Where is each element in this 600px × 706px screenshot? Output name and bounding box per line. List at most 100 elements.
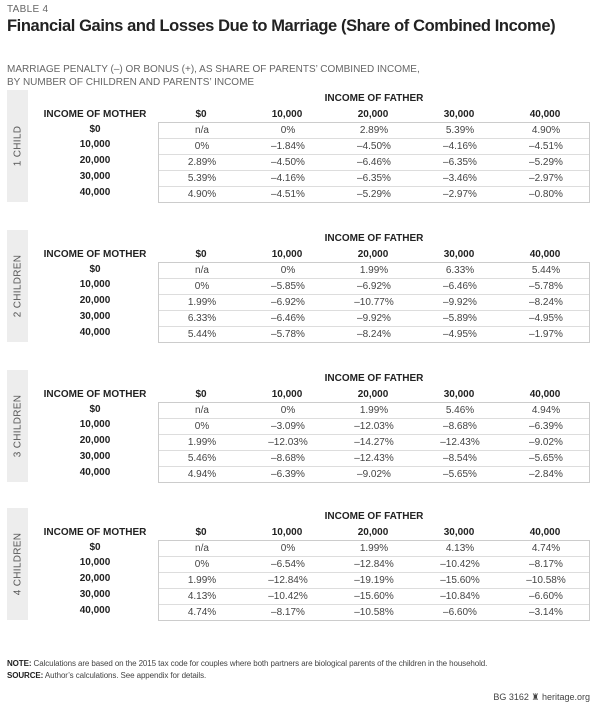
table-row: 1.99% –6.92% –10.77% –9.92% –8.24% [159,294,589,311]
table-cell: –4.16% [271,173,305,184]
table-row: 4.74% –8.17% –10.58% –6.60% –3.14% [159,604,589,621]
row-label: 20,000 [79,573,111,584]
table-cell: 0% [194,281,210,292]
table-cell: –1.97% [529,329,563,340]
table-cell: –14.27% [354,437,394,448]
table-row: 5.44% –5.78% –8.24% –4.95% –1.97% [159,326,589,343]
group-band: 1 CHILD [7,90,28,202]
group-label: 2 CHILDREN [12,254,23,318]
table-cell: 0% [280,265,296,276]
table-cell: 4.90% [187,189,217,200]
table-cell: –6.92% [271,297,305,308]
table-cell: 5.46% [187,453,217,464]
column-header: 20,000 [357,389,389,400]
row-label: 10,000 [79,139,111,150]
table-cell: –4.51% [271,189,305,200]
column-header: 10,000 [271,389,303,400]
table-cell: –8.17% [529,559,563,570]
page-title: Financial Gains and Losses Due to Marria… [7,17,556,35]
table-row: 4.94% –6.39% –9.02% –5.65% –2.84% [159,466,589,483]
table-cell: –15.60% [354,591,394,602]
row-header-label: INCOME OF MOTHER [43,389,147,400]
row-label: $0 [89,124,101,135]
row-label: 40,000 [79,327,111,338]
table-cell: n/a [195,125,209,136]
row-label: $0 [89,264,101,275]
table-cell: –12.43% [440,437,480,448]
table-cell: 4.74% [187,607,217,618]
note: NOTE: Calculations are based on the 2015… [7,658,593,670]
table-row: 6.33% –6.46% –9.92% –5.89% –4.95% [159,310,589,327]
table-cell: –6.39% [529,421,563,432]
row-label: 10,000 [79,419,111,430]
table-cell: –6.35% [357,173,391,184]
subtitle: MARRIAGE PENALTY (–) OR BONUS (+), AS SH… [7,63,587,89]
table-row: 0% –6.54% –12.84% –10.42% –8.17% [159,556,589,573]
column-header: 40,000 [529,389,561,400]
table-cell: –9.02% [529,437,563,448]
table-cell: –2.84% [529,469,563,480]
column-header: 30,000 [443,249,475,260]
row-label: 30,000 [79,311,111,322]
table-row: n/a 0% 1.99% 6.33% 5.44% [159,263,589,279]
row-label: 20,000 [79,295,111,306]
table-cell: 4.74% [531,543,561,554]
table-row: 1.99% –12.84% –19.19% –15.60% –10.58% [159,572,589,589]
column-group-label: INCOME OF FATHER [324,233,424,244]
row-label: 40,000 [79,467,111,478]
table-cell: –10.58% [354,607,394,618]
table-cell: –4.95% [443,329,477,340]
table-row: n/a 0% 1.99% 5.46% 4.94% [159,403,589,419]
table-cell: –10.42% [440,559,480,570]
table-row: 5.39% –4.16% –6.35% –3.46% –2.97% [159,170,589,187]
table-label: TABLE 4 [7,4,49,15]
table-cell: –6.39% [271,469,305,480]
table-row: 0% –3.09% –12.03% –8.68% –6.39% [159,418,589,435]
table-cell: –6.46% [443,281,477,292]
table-cell: 5.44% [187,329,217,340]
table-cell: –0.80% [529,189,563,200]
row-label: 30,000 [79,589,111,600]
column-header: 30,000 [443,527,475,538]
column-header: 20,000 [357,249,389,260]
row-header-label: INCOME OF MOTHER [43,109,147,120]
table-cell: n/a [195,543,209,554]
note-label: NOTE: [7,659,32,668]
table-cell: –3.09% [271,421,305,432]
table-block-4: 4 CHILDREN INCOME OF FATHER INCOME OF MOTH… [7,508,592,621]
table-cell: –8.54% [443,453,477,464]
group-label: 4 CHILDREN [12,532,23,596]
column-header: 30,000 [443,109,475,120]
table-cell: 5.39% [187,173,217,184]
table-cell: –19.19% [354,575,394,586]
data-grid: n/a 0% 1.99% 6.33% 5.44% 0% –5.85% –6.92% –6.46%… [158,262,590,343]
table-cell: –3.14% [529,607,563,618]
table-cell: –4.95% [529,313,563,324]
table-cell: –5.78% [271,329,305,340]
table-cell: –5.85% [271,281,305,292]
table-cell: –10.77% [354,297,394,308]
table-cell: –10.84% [440,591,480,602]
table-cell: 0% [194,421,210,432]
source-text: Author’s calculations. See appendix for … [43,671,207,680]
row-header-label: INCOME OF MOTHER [43,527,147,538]
table-cell: –6.92% [357,281,391,292]
table-cell: 2.89% [187,157,217,168]
table-cell: 4.94% [531,405,561,416]
table-cell: 4.94% [187,469,217,480]
row-label: 40,000 [79,187,111,198]
table-row: 0% –1.84% –4.50% –4.16% –4.51% [159,138,589,155]
table-cell: 4.13% [445,543,475,554]
table-cell: 1.99% [359,405,389,416]
table-cell: 5.46% [445,405,475,416]
footer-credit: BG 3162 ♜ heritage.org [493,692,590,702]
table-row: n/a 0% 1.99% 4.13% 4.74% [159,541,589,557]
table-cell: –5.78% [529,281,563,292]
source-label: SOURCE: [7,671,44,680]
table-cell: –9.02% [357,469,391,480]
data-grid: n/a 0% 1.99% 5.46% 4.94% 0% –3.09% –12.03% –8.68… [158,402,590,483]
table-cell: –6.46% [271,313,305,324]
table-cell: –12.03% [268,437,308,448]
table-cell: –9.92% [357,313,391,324]
group-label: 3 CHILDREN [12,394,23,458]
